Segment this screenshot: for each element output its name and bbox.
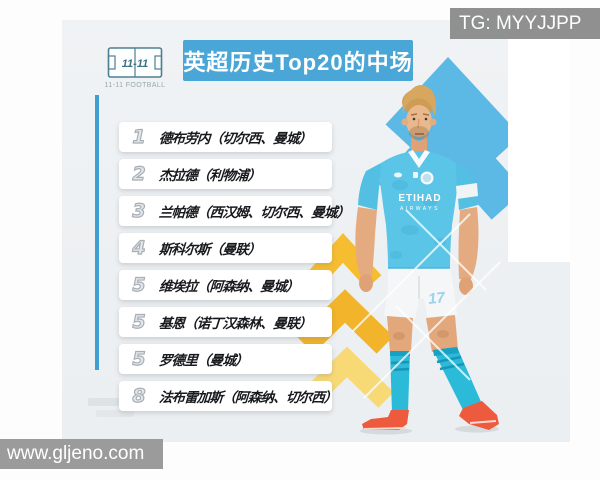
shirt-sponsor-sub: AIRWAYS	[400, 206, 440, 212]
boot	[362, 410, 409, 430]
list-item: 8 法布雷加斯（阿森纳、切尔西）	[119, 381, 337, 411]
sock	[390, 351, 410, 412]
list-item: 2 杰拉德（利物浦）	[119, 159, 332, 189]
player-entry: 德布劳内（切尔西、曼城）	[158, 131, 312, 146]
shorts-number: 17	[427, 289, 446, 308]
list-item: 5 基恩（诺丁汉森林、曼联）	[119, 307, 332, 337]
rank-number: 3	[132, 199, 146, 222]
poster-card: 11-11 11-11 FOOTBALL 英超历史Top20的中场 1 德布劳内…	[62, 20, 570, 442]
logo-caption: 11-11 FOOTBALL	[104, 82, 166, 89]
title-banner: 英超历史Top20的中场	[183, 40, 413, 81]
football-pitch-icon: 11-11	[107, 47, 163, 78]
watermark-bottom-left: www.gljeno.com	[0, 439, 163, 469]
rank-number: 2	[132, 162, 146, 185]
player-photo: ETIHAD AIRWAYS 17	[351, 84, 501, 435]
page-title: 英超历史Top20的中场	[183, 49, 413, 75]
list-item: 3 兰帕德（西汉姆、切尔西、曼城）	[119, 196, 350, 226]
gray-strip	[96, 410, 134, 417]
list-item: 4 斯科尔斯（曼联）	[119, 233, 332, 263]
list-item: 5 罗德里（曼城）	[119, 344, 332, 374]
rank-number: 5	[132, 273, 146, 296]
rank-number: 1	[132, 125, 146, 148]
player-entry: 杰拉德（利物浦）	[158, 168, 262, 183]
shorts	[384, 268, 457, 321]
logo: 11-11 11-11 FOOTBALL	[100, 46, 170, 89]
rank-number: 5	[132, 310, 146, 333]
rank-number: 8	[132, 384, 146, 407]
player-entry: 维埃拉（阿森纳、曼城）	[158, 279, 300, 294]
rank-number: 4	[132, 236, 146, 259]
player-entry: 兰帕德（西汉姆、切尔西、曼城）	[158, 205, 350, 220]
player-entry: 斯科尔斯（曼联）	[158, 242, 262, 257]
ranking-list: 1 德布劳内（切尔西、曼城） 2 杰拉德（利物浦） 3 兰帕德（西汉姆、切尔西、…	[119, 122, 350, 411]
kit-maker-logo	[394, 172, 402, 178]
sock	[433, 347, 482, 412]
shirt-sponsor: ETIHAD	[398, 193, 441, 204]
white-line-decor	[351, 209, 501, 399]
rank-number: 5	[132, 347, 146, 370]
white-notch	[508, 20, 570, 262]
logo-pitch-label: 11-11	[122, 58, 149, 70]
player-entry: 基恩（诺丁汉森林、曼联）	[158, 316, 312, 331]
beard	[409, 126, 429, 140]
player-entry: 法布雷加斯（阿森纳、切尔西）	[158, 390, 338, 405]
accent-vertical-line	[95, 95, 99, 370]
list-item: 5 维埃拉（阿森纳、曼城）	[119, 270, 332, 300]
captain-armband	[456, 183, 478, 199]
list-item: 1 德布劳内（切尔西、曼城）	[119, 122, 332, 152]
player-entry: 罗德里（曼城）	[158, 353, 249, 368]
watermark-top-right: TG: MYYJJPP	[450, 8, 600, 39]
boot	[459, 401, 499, 430]
